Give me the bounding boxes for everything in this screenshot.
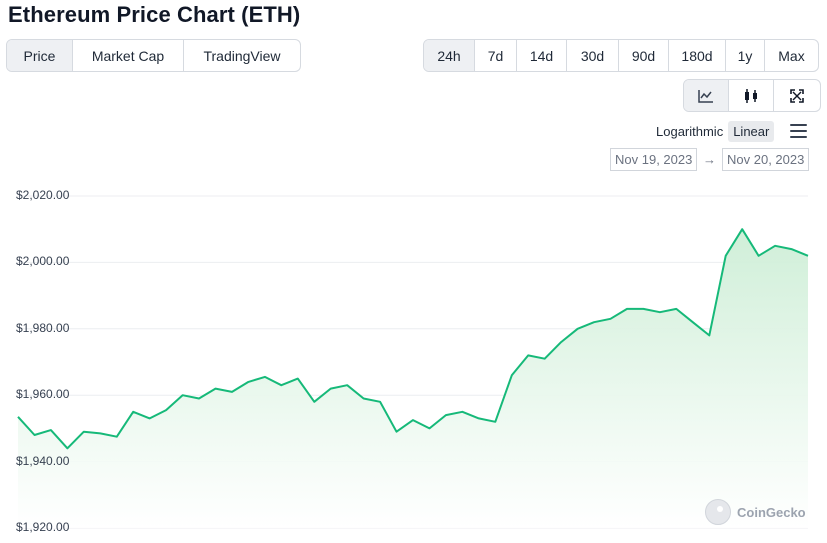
date-to-field[interactable]: Nov 20, 2023 <box>722 148 810 171</box>
fullscreen-icon[interactable] <box>774 80 820 111</box>
y-tick-label: $1,960.00 <box>16 387 70 402</box>
arrow-right-icon: → <box>703 152 716 167</box>
y-tick-label: $2,020.00 <box>16 188 70 202</box>
page-title: Ethereum Price Chart (ETH) <box>8 2 301 27</box>
range-180d[interactable]: 180d <box>669 40 726 71</box>
range-24h[interactable]: 24h <box>424 40 475 71</box>
view-tabs: Price Market Cap TradingView <box>6 39 301 72</box>
tab-price[interactable]: Price <box>7 40 73 71</box>
scale-linear[interactable]: Linear <box>728 121 775 142</box>
range-7d[interactable]: 7d <box>475 40 517 71</box>
price-area-fill <box>18 229 808 528</box>
y-tick-label: $1,980.00 <box>16 320 70 335</box>
tab-tradingview[interactable]: TradingView <box>203 47 281 64</box>
y-tick-label: $2,000.00 <box>16 254 70 269</box>
range-max[interactable]: Max <box>778 47 805 64</box>
date-from-field[interactable]: Nov 19, 2023 <box>610 148 698 171</box>
chart-type-toggle <box>683 79 821 112</box>
y-tick-label: $1,920.00 <box>16 520 70 534</box>
coingecko-logo: CoinGecko <box>705 499 806 525</box>
scale-logarithmic[interactable]: Logarithmic <box>656 124 724 139</box>
range-1y[interactable]: 1y <box>726 40 765 71</box>
time-range-tabs: 24h 7d 14d 30d 90d 180d 1y Max <box>423 39 819 72</box>
scale-toggle: Logarithmic Linear <box>651 121 775 142</box>
gecko-icon <box>705 499 731 525</box>
price-line <box>17 228 809 450</box>
watermark-text: CoinGecko <box>737 504 806 520</box>
tab-market-cap[interactable]: Market Cap <box>73 40 184 71</box>
candlestick-icon[interactable] <box>729 80 774 111</box>
range-90d[interactable]: 90d <box>619 40 669 71</box>
line-chart-icon[interactable] <box>684 80 729 111</box>
range-30d[interactable]: 30d <box>567 40 619 71</box>
range-14d[interactable]: 14d <box>517 40 567 71</box>
y-tick-label: $1,940.00 <box>16 453 70 468</box>
menu-icon[interactable] <box>790 124 807 138</box>
